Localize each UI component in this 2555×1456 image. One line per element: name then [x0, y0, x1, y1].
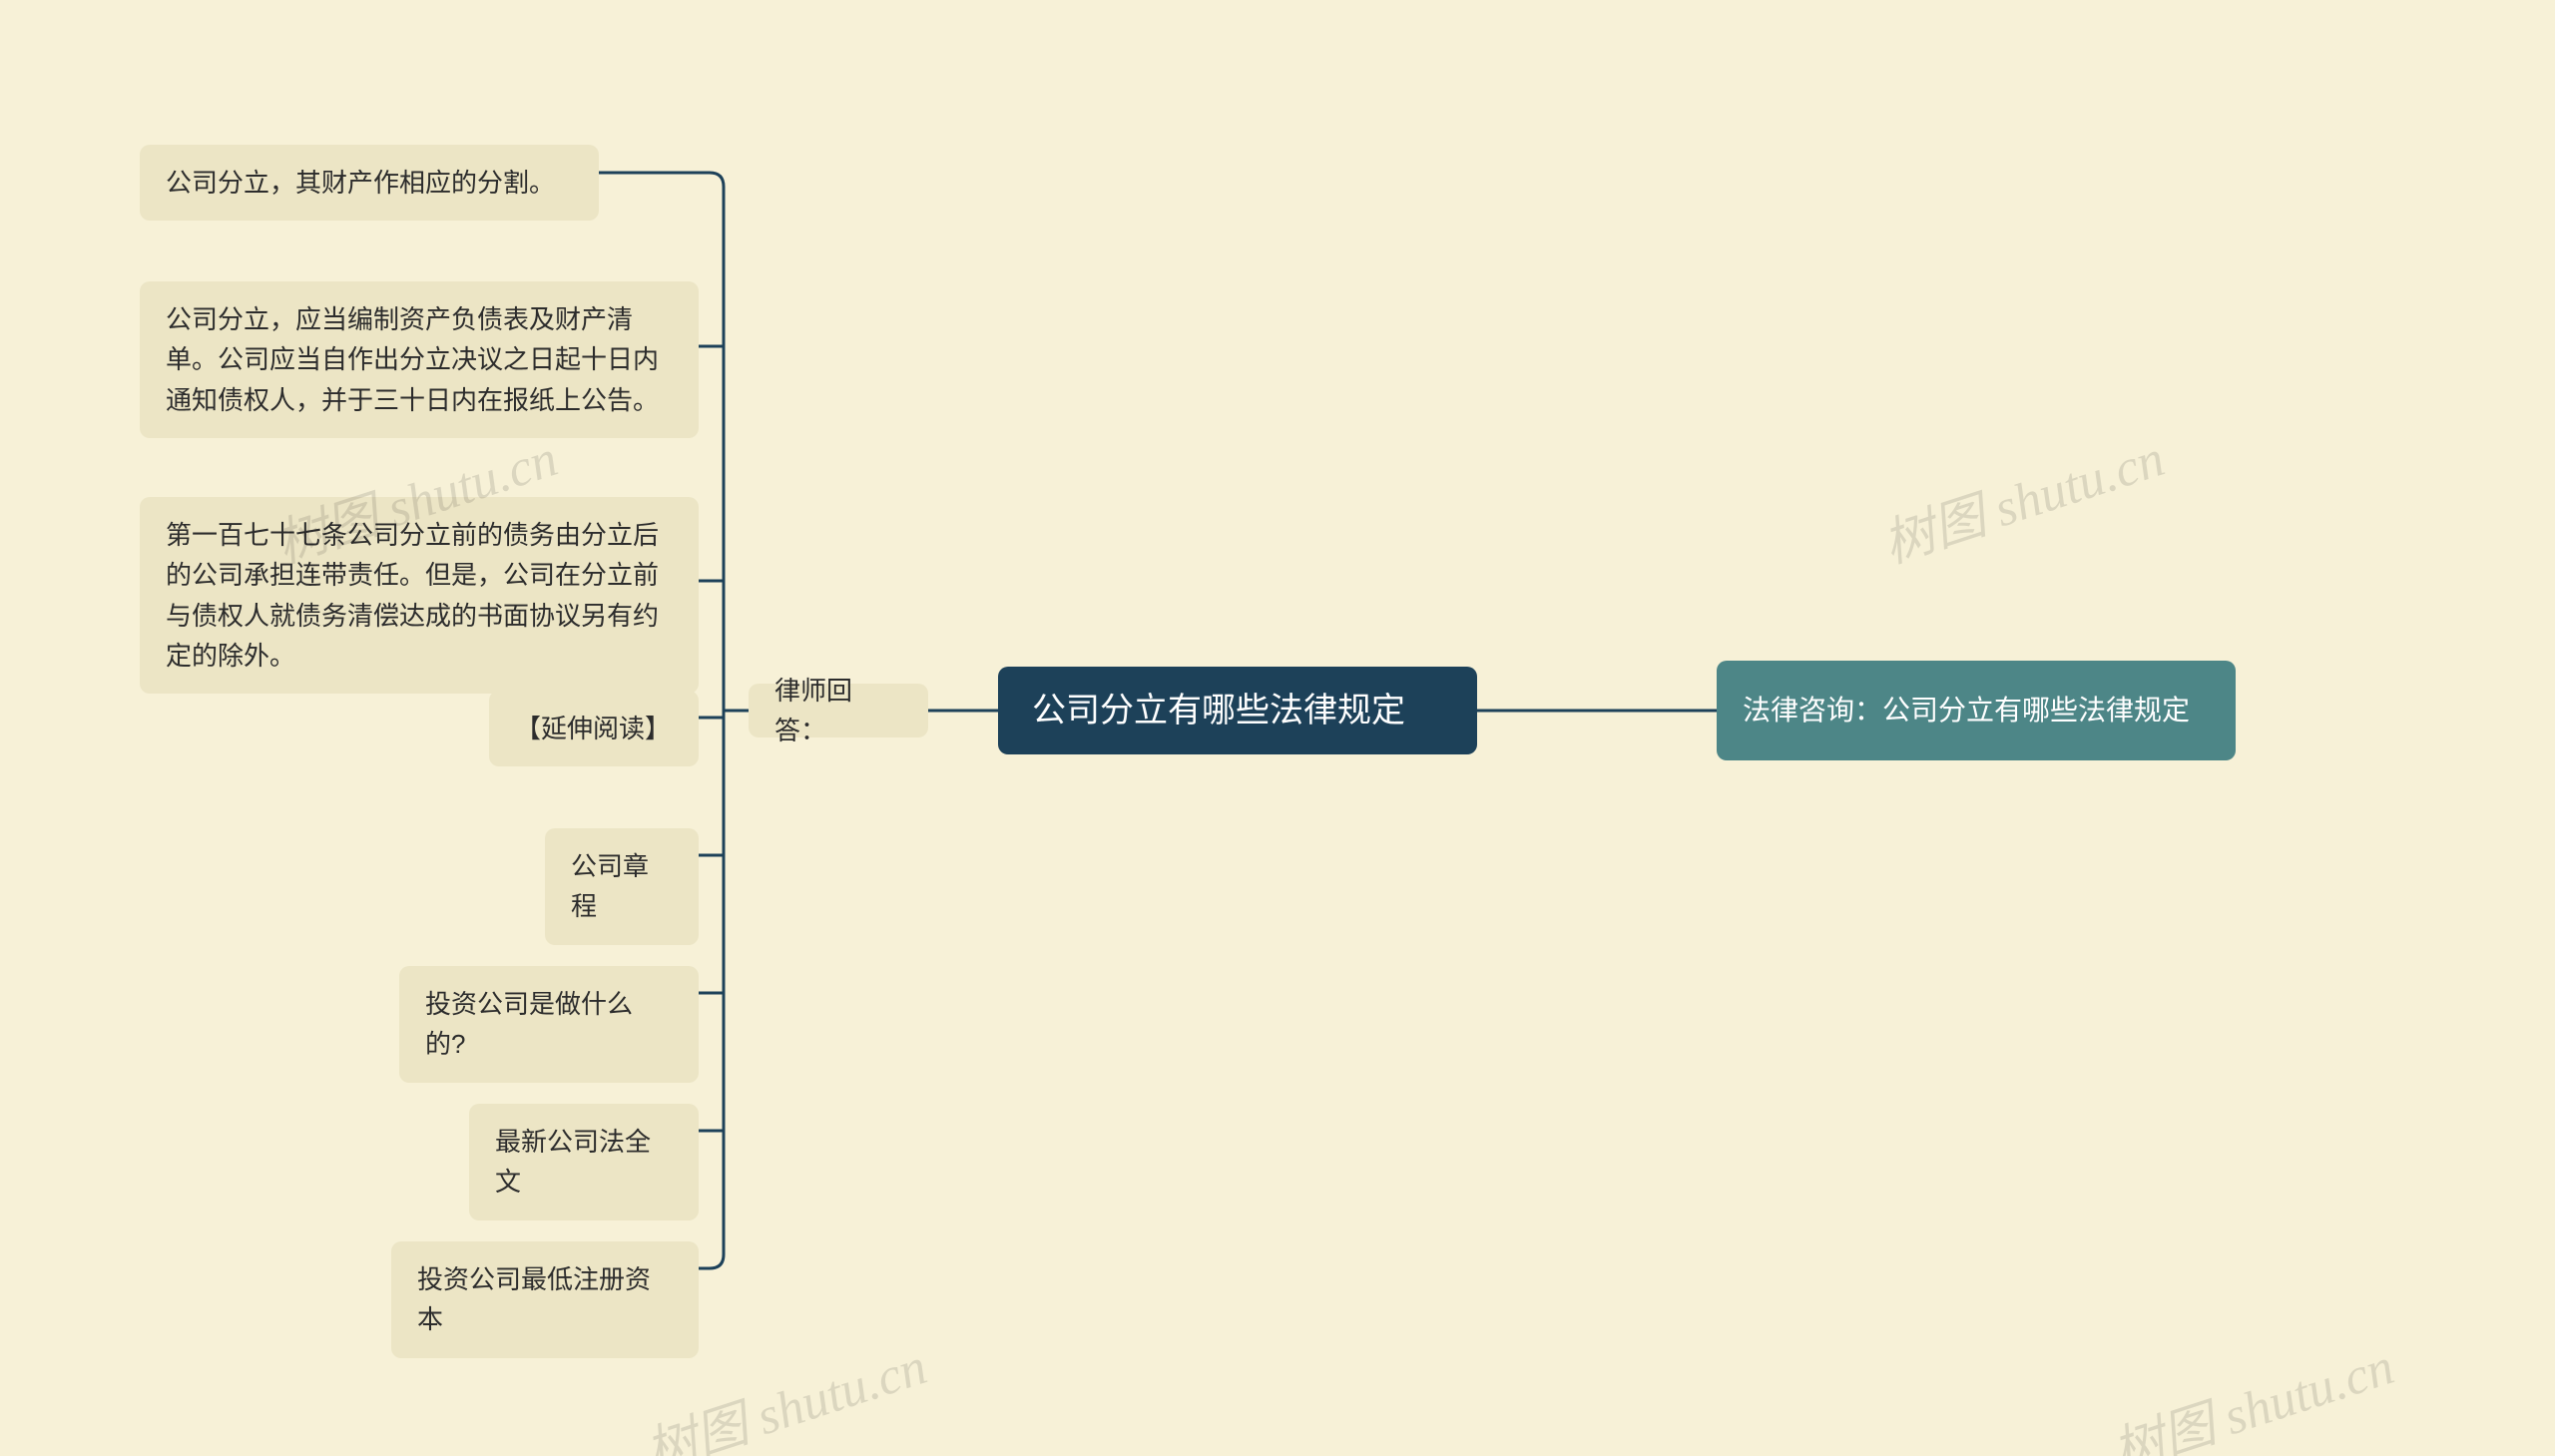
root-node[interactable]: 公司分立有哪些法律规定	[998, 667, 1477, 754]
leaf-node-1[interactable]: 公司分立，应当编制资产负债表及财产清单。公司应当自作出分立决议之日起十日内通知债…	[140, 281, 699, 438]
leaf-node-3[interactable]: 【延伸阅读】	[489, 691, 699, 766]
left-branch-label[interactable]: 律师回答：	[749, 684, 928, 737]
leaf-node-5[interactable]: 投资公司是做什么的?	[399, 966, 699, 1083]
right-branch-node[interactable]: 法律咨询：公司分立有哪些法律规定	[1717, 661, 2236, 760]
leaf-node-0[interactable]: 公司分立，其财产作相应的分割。	[140, 145, 599, 221]
leaf-node-2[interactable]: 第一百七十七条公司分立前的债务由分立后的公司承担连带责任。但是，公司在分立前与债…	[140, 497, 699, 694]
leaf-node-6[interactable]: 最新公司法全文	[469, 1104, 699, 1220]
leaf-node-7[interactable]: 投资公司最低注册资本	[391, 1241, 699, 1358]
watermark-1: 树图 shutu.cn	[1872, 416, 2173, 577]
watermark-3: 树图 shutu.cn	[2102, 1324, 2402, 1456]
leaf-node-4[interactable]: 公司章程	[545, 828, 699, 945]
